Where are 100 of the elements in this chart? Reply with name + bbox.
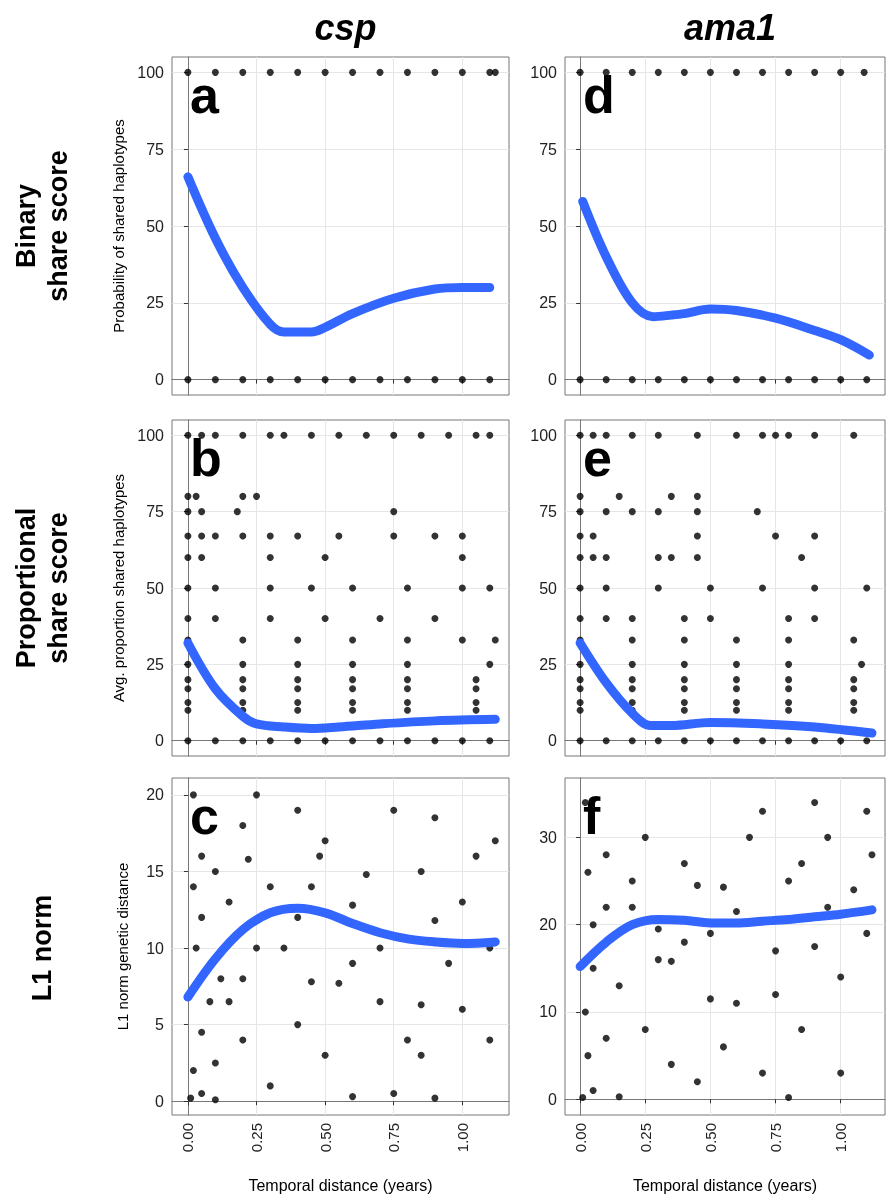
- point: [579, 1094, 587, 1102]
- y-tick-label: 100: [137, 63, 165, 81]
- point: [824, 903, 832, 911]
- point: [294, 806, 302, 814]
- point: [198, 1090, 206, 1098]
- point: [431, 1094, 439, 1102]
- point: [589, 921, 597, 929]
- y-tick-label: 50: [146, 579, 165, 597]
- point: [321, 837, 329, 845]
- x-tick-label: 1.00: [453, 1123, 471, 1153]
- y-tick-label: 50: [146, 217, 165, 235]
- point: [239, 821, 247, 829]
- point: [641, 1025, 649, 1033]
- y-tick-label: 25: [146, 655, 165, 673]
- point: [376, 998, 384, 1006]
- annotation: d: [583, 66, 615, 124]
- y-tick-label: 0: [548, 371, 558, 389]
- y-tick-label: 100: [137, 426, 165, 444]
- point: [445, 959, 453, 967]
- y-tick-label: 20: [539, 916, 558, 934]
- y-tick-label: 75: [539, 140, 558, 158]
- point: [266, 883, 274, 891]
- point: [198, 1028, 206, 1036]
- point: [458, 898, 466, 906]
- x-tick-label: 0.75: [767, 1123, 785, 1153]
- point: [863, 929, 871, 937]
- annotation: e: [583, 429, 612, 487]
- point: [654, 956, 662, 964]
- point: [458, 1005, 466, 1013]
- point: [719, 883, 727, 891]
- point: [189, 1067, 197, 1075]
- point: [706, 995, 714, 1003]
- point: [798, 860, 806, 868]
- point: [654, 925, 662, 933]
- point: [211, 1096, 219, 1104]
- point: [206, 998, 214, 1006]
- y-axis-title: Probability of shared haplotypes: [110, 119, 128, 333]
- point: [641, 833, 649, 841]
- point: [417, 867, 425, 875]
- point: [584, 868, 592, 876]
- point: [863, 807, 871, 815]
- point: [349, 1093, 357, 1101]
- point: [602, 851, 610, 859]
- point: [837, 1069, 845, 1077]
- point: [217, 975, 225, 983]
- point: [868, 851, 876, 859]
- text: L1 norm: [27, 894, 57, 1002]
- y-tick-label: 50: [539, 217, 558, 235]
- point: [211, 867, 219, 875]
- y-tick-label: 10: [146, 939, 165, 957]
- point: [706, 929, 714, 937]
- point: [239, 1036, 247, 1044]
- point: [316, 852, 324, 860]
- x-tick-label: 0.25: [248, 1123, 266, 1153]
- point: [628, 903, 636, 911]
- point: [581, 1008, 589, 1016]
- annotation: c: [190, 787, 219, 845]
- point: [667, 1060, 675, 1068]
- point: [811, 798, 819, 806]
- y-tick-label: 50: [539, 579, 558, 597]
- point: [390, 806, 398, 814]
- point: [759, 807, 767, 815]
- point: [390, 1090, 398, 1098]
- point: [667, 957, 675, 965]
- point: [362, 871, 370, 878]
- point: [307, 978, 315, 986]
- x-tick-label: 0.25: [636, 1123, 654, 1153]
- point: [491, 837, 499, 845]
- x-axis-title: Temporal distance (years): [632, 1176, 818, 1194]
- x-tick-label: 0.00: [571, 1123, 589, 1153]
- y-tick-label: 0: [548, 732, 558, 750]
- point: [187, 1094, 195, 1102]
- point: [811, 943, 819, 950]
- point: [431, 916, 439, 924]
- y-tick-label: 25: [539, 655, 558, 673]
- y-tick-label: 0: [548, 1090, 558, 1108]
- y-tick-label: 0: [155, 1092, 165, 1110]
- y-tick-label: 25: [146, 294, 165, 312]
- point: [486, 1036, 494, 1044]
- y-axis-title: Avg. proportion shared haplotypes: [110, 473, 128, 703]
- point: [602, 903, 610, 911]
- x-tick-label: 0.50: [316, 1123, 334, 1153]
- point: [615, 1093, 623, 1101]
- point: [589, 1087, 597, 1095]
- point: [294, 913, 302, 921]
- point: [732, 908, 740, 916]
- point: [321, 1051, 329, 1059]
- y-tick-label: 30: [539, 828, 558, 846]
- y-tick-label: 0: [155, 371, 165, 389]
- point: [602, 1034, 610, 1042]
- point: [680, 860, 688, 868]
- point: [772, 947, 780, 955]
- point: [239, 975, 247, 983]
- y-tick-label: 100: [530, 426, 558, 444]
- point: [584, 1052, 592, 1060]
- point: [719, 1043, 727, 1051]
- point: [615, 982, 623, 990]
- y-tick-label: 10: [539, 1003, 558, 1021]
- point: [431, 814, 439, 822]
- text: Binary share score: [11, 150, 73, 302]
